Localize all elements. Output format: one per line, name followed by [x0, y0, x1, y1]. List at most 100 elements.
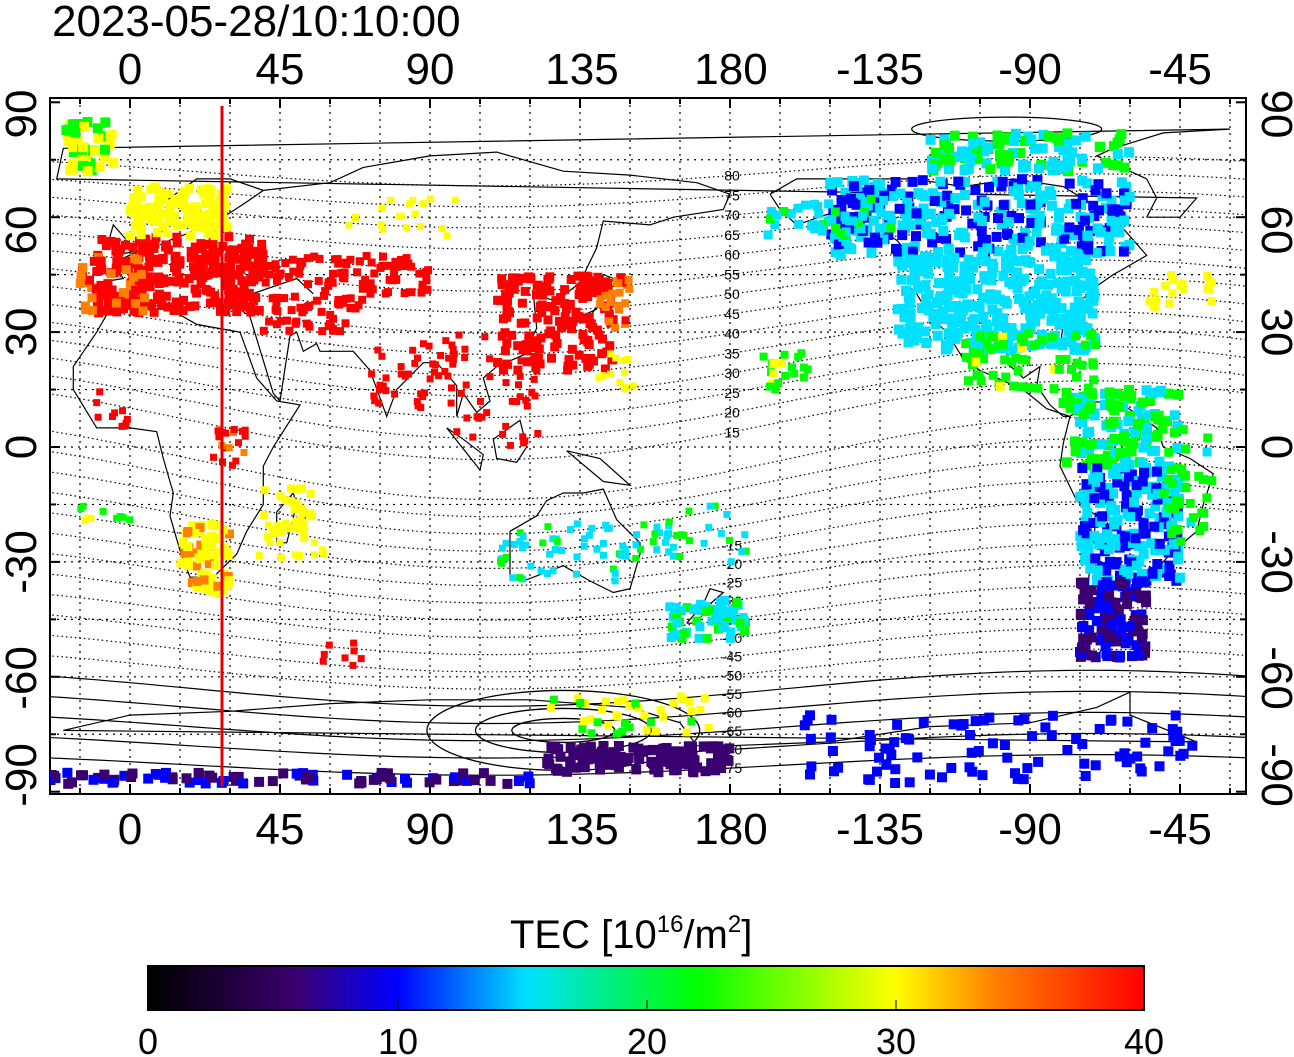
tec-cell: [890, 177, 901, 187]
tec-cell: [1000, 165, 1011, 175]
tec-cell: [204, 229, 214, 239]
tec-cell: [1072, 358, 1082, 368]
tec-cell: [207, 532, 217, 541]
tec-cell: [1030, 143, 1040, 154]
tec-cell: [256, 258, 265, 268]
tec-cell: [1161, 282, 1170, 290]
right-latitude-axis: 90 60 30 0 -30 -60 -90: [1252, 90, 1294, 807]
tec-cell: [580, 314, 590, 324]
tec-cell: [403, 224, 410, 232]
tec-cell: [306, 490, 315, 498]
tec-cell: [614, 301, 623, 310]
tec-cell: [357, 655, 365, 663]
tec-cell: [407, 288, 416, 297]
tec-cell: [162, 208, 172, 218]
tec-cell: [516, 529, 524, 537]
tec-cell: [1041, 294, 1052, 305]
tec-cell: [1085, 294, 1096, 305]
tec-cell: [646, 756, 657, 767]
tec-cell: [970, 324, 981, 335]
tec-cell: [966, 338, 977, 348]
tec-cell: [1086, 632, 1097, 643]
tec-cell: [435, 372, 443, 380]
left-latitude-axis: 90 60 30 0 -30 -60 -90: [0, 90, 46, 807]
tec-cell: [146, 202, 156, 212]
tec-cell: [827, 215, 836, 225]
tec-cell: [664, 530, 672, 538]
tec-cell: [1017, 244, 1028, 255]
tec-cell: [549, 741, 560, 752]
tec-cell: [150, 769, 161, 779]
tec-cell: [1068, 316, 1079, 327]
tec-cell: [431, 774, 442, 785]
tec-cell: [944, 164, 954, 175]
bottom-lon-label: 180: [694, 805, 767, 854]
tec-cell: [943, 243, 954, 254]
tec-cell: [207, 541, 217, 551]
tec-cell: [565, 756, 576, 767]
tec-cell: [126, 516, 134, 524]
tec-cell: [516, 574, 524, 582]
tec-cell: [295, 269, 304, 278]
tec-cell: [107, 777, 118, 788]
tec-cell: [121, 257, 130, 267]
tec-cell: [1194, 471, 1204, 481]
tec-cell: [497, 274, 507, 284]
tec-cell: [938, 226, 949, 236]
top-lon-label: 180: [694, 45, 767, 94]
tec-cell: [976, 376, 986, 386]
tec-cell: [999, 134, 1009, 145]
tec-cell: [574, 312, 584, 322]
tec-cell: [299, 509, 307, 518]
tec-cell: [289, 267, 298, 276]
tec-cell: [1130, 533, 1141, 544]
tec-cell: [583, 361, 593, 371]
tec-cell: [371, 397, 379, 405]
tec-cell: [865, 735, 876, 746]
tec-cell: [621, 299, 630, 308]
tec-cell: [893, 247, 904, 258]
tec-cell: [1122, 572, 1133, 583]
bottom-longitude-axis: 0 45 90 135 180 -135 -90 -45: [118, 805, 1212, 854]
tec-cell: [1113, 604, 1124, 615]
tec-cell: [848, 181, 859, 192]
tec-cell: [625, 701, 634, 710]
tec-cell: [613, 729, 621, 738]
tec-cell: [1059, 233, 1070, 244]
tec-cell: [942, 190, 953, 201]
tec-cell: [96, 388, 104, 396]
tec-cell: [1031, 181, 1042, 192]
tec-cell: [134, 219, 144, 229]
tec-cell: [685, 507, 693, 515]
tec-cell: [1033, 163, 1044, 174]
tec-cell: [378, 204, 386, 212]
tec-cell: [298, 259, 307, 267]
tec-cell: [700, 766, 711, 777]
tec-cell: [1107, 620, 1118, 631]
tec-cell: [1100, 157, 1111, 168]
tec-cell: [574, 694, 582, 703]
tec-cell: [525, 272, 535, 282]
tec-cell: [937, 213, 948, 224]
tec-cell: [522, 396, 530, 404]
tec-cell: [979, 715, 989, 726]
tec-cell: [863, 201, 873, 211]
tec-cell: [571, 307, 581, 317]
tec-cell: [119, 407, 126, 415]
tec-cell: [1119, 188, 1130, 199]
tec-cell: [1109, 559, 1120, 570]
tec-cell: [1012, 773, 1023, 784]
tec-cell: [944, 142, 954, 153]
tec-cell: [1001, 372, 1011, 382]
tec-cell: [921, 221, 932, 232]
tec-cell: [281, 259, 290, 267]
tec-cell: [1092, 565, 1103, 576]
tec-cell: [1084, 606, 1095, 617]
tec-cell: [724, 743, 735, 754]
left-lat-label: 90: [0, 90, 46, 139]
tec-cell: [662, 755, 673, 766]
tec-cell: [605, 317, 614, 326]
tec-cell: [1115, 650, 1126, 661]
tec-cell: [1106, 195, 1117, 206]
tec-cell: [1100, 203, 1111, 214]
